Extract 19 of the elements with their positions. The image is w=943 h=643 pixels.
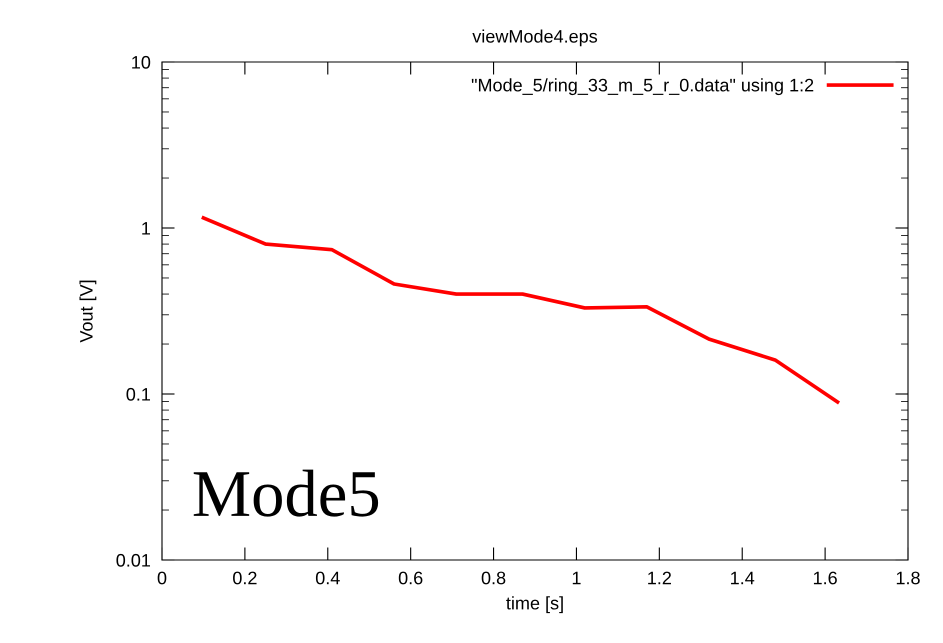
y-tick-label: 0.01 — [116, 554, 150, 567]
y-tick-label: 10 — [132, 56, 150, 69]
x-tick-label: 0 — [158, 572, 166, 584]
x-tick-label: 1.8 — [896, 572, 920, 584]
x-tick-label: 0.6 — [398, 572, 422, 584]
x-tick-label: 0.2 — [233, 572, 257, 584]
chart-title: viewMode4.eps — [472, 29, 598, 46]
y-tick-label: 0.1 — [126, 388, 150, 401]
annotation: Mode5 — [194, 470, 378, 517]
x-tick-label: 0.8 — [482, 572, 506, 584]
x-axis-title: time [s] — [506, 596, 563, 614]
x-tick-label: 1.4 — [731, 572, 754, 584]
x-tick-label: 1.6 — [814, 572, 837, 584]
x-tick-label: 1.2 — [648, 572, 671, 584]
x-tick-label: 0.4 — [316, 572, 340, 584]
x-tick-label: 1 — [572, 572, 581, 584]
y-axis-title: Vout [V] — [79, 280, 96, 343]
y-tick-label: 1 — [142, 222, 150, 235]
legend-label: "Mode_5/ring_33_m_5_r_0.data" using 1:2 — [472, 78, 814, 96]
